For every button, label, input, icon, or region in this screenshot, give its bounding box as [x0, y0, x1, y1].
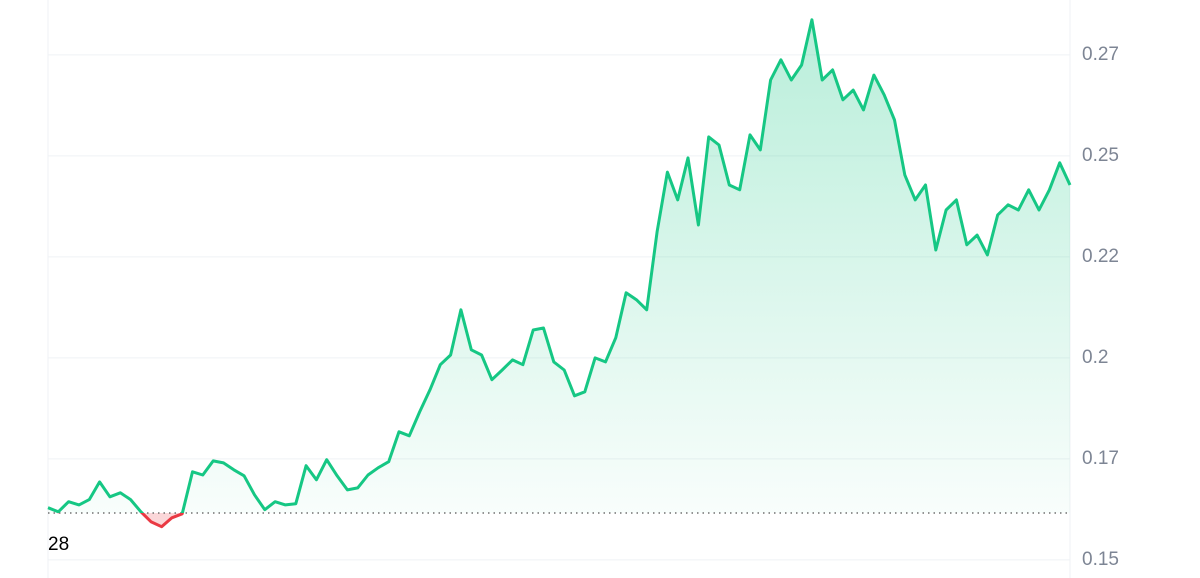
y-tick-label: 0.15: [1082, 549, 1119, 570]
y-tick-label: 0.27: [1082, 44, 1119, 65]
y-tick-label: 0.2: [1082, 347, 1108, 368]
y-tick-label: 0.17: [1082, 448, 1119, 469]
x-tick-label: 28: [48, 534, 69, 555]
price-line: [47, 18, 1072, 513]
area-above: [48, 19, 1070, 513]
y-tick-label: 0.25: [1082, 145, 1119, 166]
y-tick-label: 0.22: [1082, 246, 1119, 267]
area-below: [48, 512, 1070, 527]
